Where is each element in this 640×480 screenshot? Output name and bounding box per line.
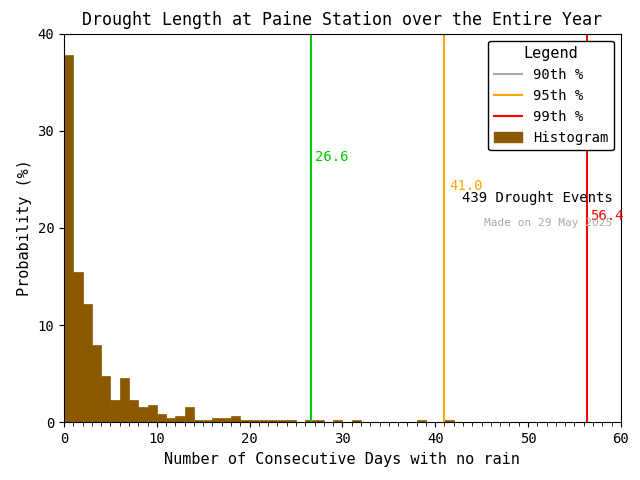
Text: 41.0: 41.0: [449, 180, 483, 193]
Bar: [259, 420, 268, 422]
Bar: [222, 418, 231, 422]
Legend: 90th %, 95th %, 99th %, Histogram: 90th %, 95th %, 99th %, Histogram: [488, 40, 614, 150]
Bar: [73, 272, 83, 422]
X-axis label: Number of Consecutive Days with no rain: Number of Consecutive Days with no rain: [164, 452, 520, 467]
Bar: [212, 418, 222, 422]
Bar: [444, 420, 454, 422]
Bar: [111, 400, 120, 422]
Bar: [101, 376, 111, 422]
Bar: [305, 420, 314, 422]
Bar: [92, 345, 101, 422]
Bar: [287, 420, 296, 422]
Text: 26.6: 26.6: [316, 150, 349, 164]
Y-axis label: Probability (%): Probability (%): [17, 159, 32, 297]
Bar: [352, 420, 361, 422]
Title: Drought Length at Paine Station over the Entire Year: Drought Length at Paine Station over the…: [83, 11, 602, 29]
Bar: [204, 420, 212, 422]
Bar: [175, 416, 184, 422]
Bar: [147, 405, 157, 422]
Bar: [64, 55, 73, 422]
Bar: [120, 378, 129, 422]
Text: 56.4: 56.4: [590, 208, 623, 223]
Bar: [333, 420, 342, 422]
Bar: [250, 420, 259, 422]
Bar: [231, 416, 241, 422]
Text: Made on 29 May 2025: Made on 29 May 2025: [484, 218, 612, 228]
Bar: [278, 420, 287, 422]
Bar: [166, 418, 175, 422]
Bar: [268, 420, 277, 422]
Bar: [83, 304, 92, 422]
Bar: [314, 420, 324, 422]
Bar: [184, 407, 194, 422]
Text: 439 Drought Events: 439 Drought Events: [461, 191, 612, 205]
Bar: [194, 420, 204, 422]
Bar: [241, 420, 250, 422]
Bar: [157, 414, 166, 422]
Bar: [138, 407, 148, 422]
Bar: [129, 400, 138, 422]
Bar: [417, 420, 426, 422]
